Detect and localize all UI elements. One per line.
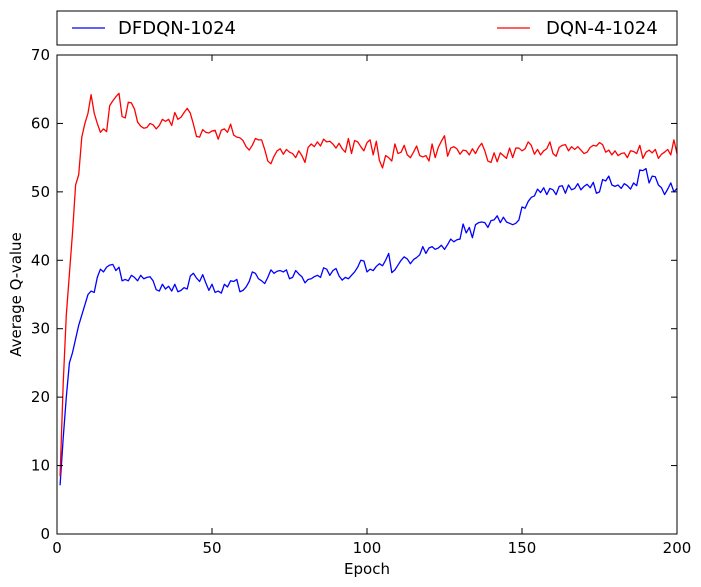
plot-frame bbox=[56, 54, 678, 535]
axis-ticks bbox=[56, 54, 678, 535]
y-tick-label-60: 60 bbox=[31, 114, 50, 132]
legend: DFDQN-1024 DQN-4-1024 bbox=[56, 10, 678, 46]
y-tick-label-70: 70 bbox=[31, 46, 50, 64]
x-tick-label-0: 0 bbox=[52, 539, 62, 557]
y-tick-label-40: 40 bbox=[31, 251, 50, 269]
x-tick-label-100: 100 bbox=[353, 539, 382, 557]
legend-label-2: DQN-4-1024 bbox=[546, 18, 658, 39]
y-axis-label: Average Q-value bbox=[7, 232, 25, 357]
tick-labels: 0 50 100 150 200 0 10 20 30 40 50 60 70 bbox=[31, 46, 691, 557]
x-axis-label: Epoch bbox=[344, 560, 390, 578]
y-tick-label-10: 10 bbox=[31, 457, 50, 475]
plot-border bbox=[56, 54, 678, 535]
legend-box bbox=[56, 10, 678, 46]
x-tick-label-50: 50 bbox=[202, 539, 221, 557]
x-tick-label-200: 200 bbox=[663, 539, 692, 557]
series-line-2 bbox=[59, 92, 678, 477]
legend-label-1: DFDQN-1024 bbox=[118, 18, 236, 39]
series-lines bbox=[59, 92, 678, 486]
y-tick-label-0: 0 bbox=[40, 525, 50, 543]
y-tick-label-30: 30 bbox=[31, 320, 50, 338]
series-line-1 bbox=[59, 167, 678, 486]
y-tick-label-50: 50 bbox=[31, 183, 50, 201]
y-tick-label-20: 20 bbox=[31, 388, 50, 406]
x-tick-label-150: 150 bbox=[508, 539, 537, 557]
